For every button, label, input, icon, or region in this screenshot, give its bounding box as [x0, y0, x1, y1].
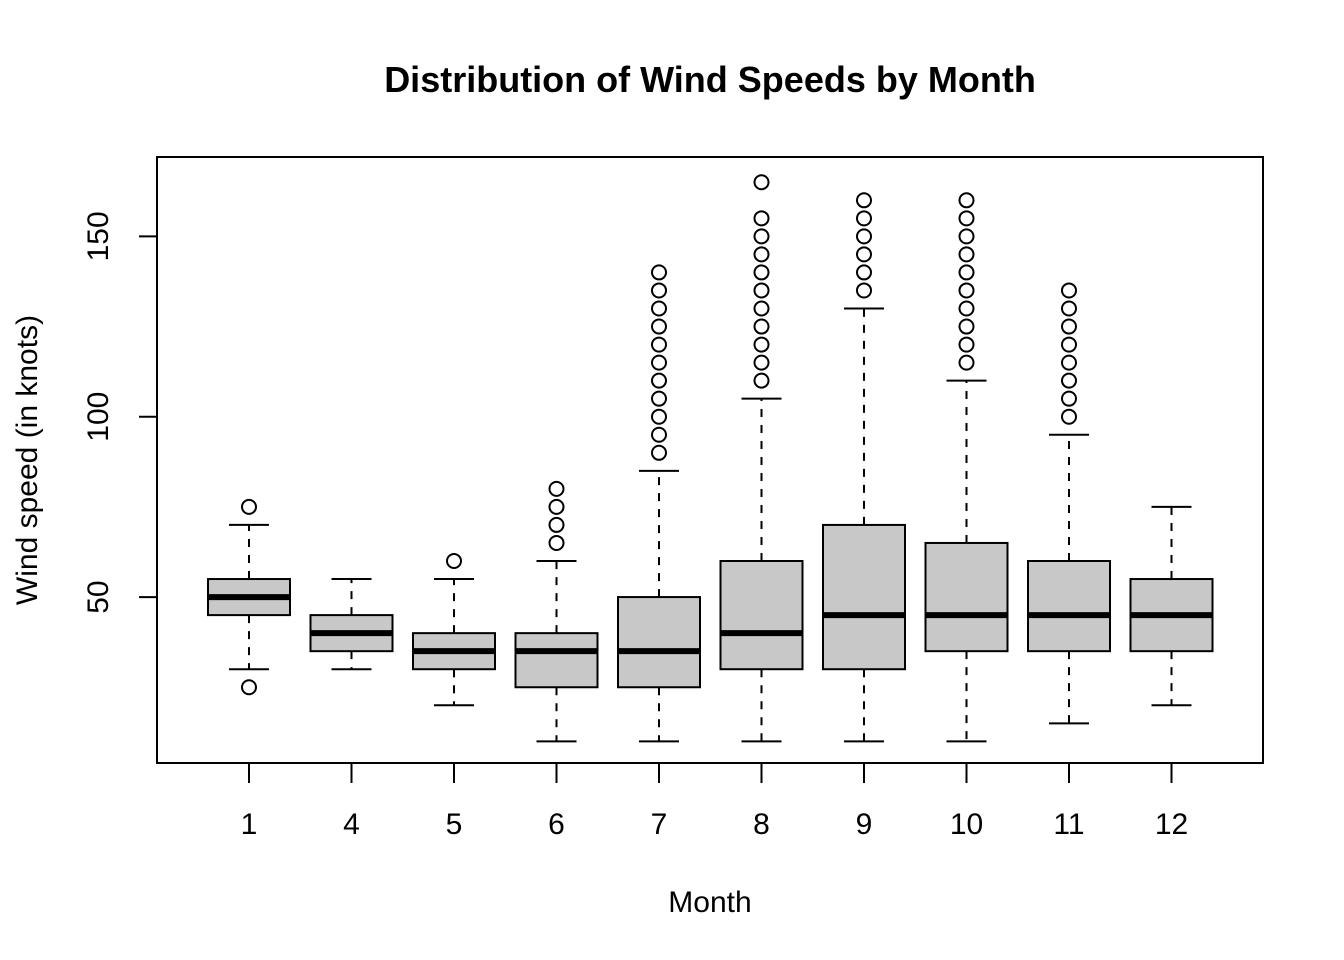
- x-tick-label: 12: [1155, 808, 1188, 841]
- outlier-point: [651, 300, 667, 317]
- outlier-point: [958, 300, 975, 317]
- outlier-point: [1061, 300, 1077, 317]
- outlier-point: [651, 282, 667, 299]
- outlier-point: [651, 354, 667, 371]
- outlier-point: [1061, 282, 1077, 299]
- chart-title: Distribution of Wind Speeds by Month: [384, 59, 1036, 100]
- y-axis: 50 100 150: [82, 211, 158, 614]
- outlier-point: [753, 318, 770, 335]
- x-tick-label: 10: [950, 808, 983, 841]
- outlier-point: [651, 426, 667, 443]
- outlier-point: [958, 210, 975, 227]
- box-month-10: [924, 192, 1009, 743]
- box-month-11: [1027, 282, 1111, 725]
- iqr-box: [617, 596, 701, 689]
- outlier-point: [856, 228, 872, 245]
- outlier-point: [958, 354, 975, 371]
- outlier-point: [651, 408, 667, 425]
- outlier-point: [446, 553, 462, 569]
- outlier-point: [651, 264, 667, 281]
- y-tick-label: 100: [82, 392, 115, 442]
- outlier-point: [753, 246, 770, 263]
- outlier-point: [241, 498, 257, 515]
- box-month-6: [514, 480, 599, 743]
- x-tick-label: 5: [446, 808, 463, 841]
- box-month-9: [822, 192, 906, 743]
- outlier-point: [753, 372, 770, 389]
- outlier-point: [958, 246, 975, 263]
- outlier-point: [856, 264, 872, 281]
- box-month-12: [1129, 505, 1214, 707]
- outlier-point: [958, 264, 975, 281]
- outlier-point: [958, 336, 975, 353]
- outlier-point: [548, 498, 565, 515]
- y-tick-label: 50: [82, 580, 115, 613]
- outlier-point: [651, 336, 667, 353]
- outlier-point: [753, 282, 770, 299]
- outlier-point: [651, 390, 667, 407]
- x-tick-label: 7: [651, 808, 668, 841]
- outlier-point: [753, 354, 770, 371]
- outlier-point: [753, 336, 770, 353]
- y-tick-label: 150: [82, 211, 115, 261]
- outlier-point: [1061, 408, 1077, 425]
- iqr-box: [924, 541, 1009, 653]
- plot-frame: [156, 156, 1264, 764]
- x-axis: 1 4 5 6 7 8 9 10 11 12: [241, 762, 1188, 841]
- iqr-box: [719, 560, 804, 671]
- box-month-1: [207, 498, 291, 696]
- x-axis-label: Month: [668, 886, 751, 919]
- outlier-point: [548, 516, 565, 533]
- outlier-point: [753, 228, 770, 245]
- x-tick-label: 6: [548, 808, 565, 841]
- x-tick-label: 9: [856, 808, 873, 841]
- outlier-point: [856, 282, 872, 299]
- box-month-5: [412, 553, 496, 707]
- outlier-point: [856, 192, 872, 209]
- iqr-box: [1027, 560, 1111, 653]
- iqr-box: [514, 632, 599, 689]
- outlier-point: [753, 300, 770, 317]
- outlier-point: [958, 282, 975, 299]
- outlier-point: [856, 246, 872, 263]
- boxes-layer: [207, 174, 1214, 743]
- x-tick-label: 1: [241, 808, 258, 841]
- outlier-point: [753, 210, 770, 227]
- outlier-point: [548, 480, 565, 497]
- outlier-point: [1061, 354, 1077, 371]
- outlier-point: [1061, 372, 1077, 389]
- y-axis-label: Wind speed (in knots): [11, 315, 44, 605]
- outlier-point: [958, 228, 975, 245]
- outlier-point: [651, 372, 667, 389]
- outlier-point: [958, 192, 975, 209]
- outlier-point: [1061, 390, 1077, 407]
- x-tick-label: 4: [343, 808, 360, 841]
- box-month-8: [719, 174, 804, 743]
- outlier-point: [241, 679, 257, 696]
- iqr-box: [822, 523, 906, 671]
- x-tick-label: 11: [1053, 808, 1084, 841]
- box-month-4: [309, 578, 394, 671]
- outlier-point: [548, 534, 565, 551]
- outlier-point: [651, 318, 667, 335]
- outlier-point: [651, 444, 667, 461]
- x-tick-label: 8: [753, 808, 770, 841]
- outlier-point: [753, 174, 770, 191]
- outlier-point: [856, 210, 872, 227]
- outlier-point: [1061, 318, 1077, 335]
- outlier-point: [958, 318, 975, 335]
- box-month-7: [617, 264, 701, 743]
- outlier-point: [1061, 336, 1077, 353]
- outlier-point: [753, 264, 770, 281]
